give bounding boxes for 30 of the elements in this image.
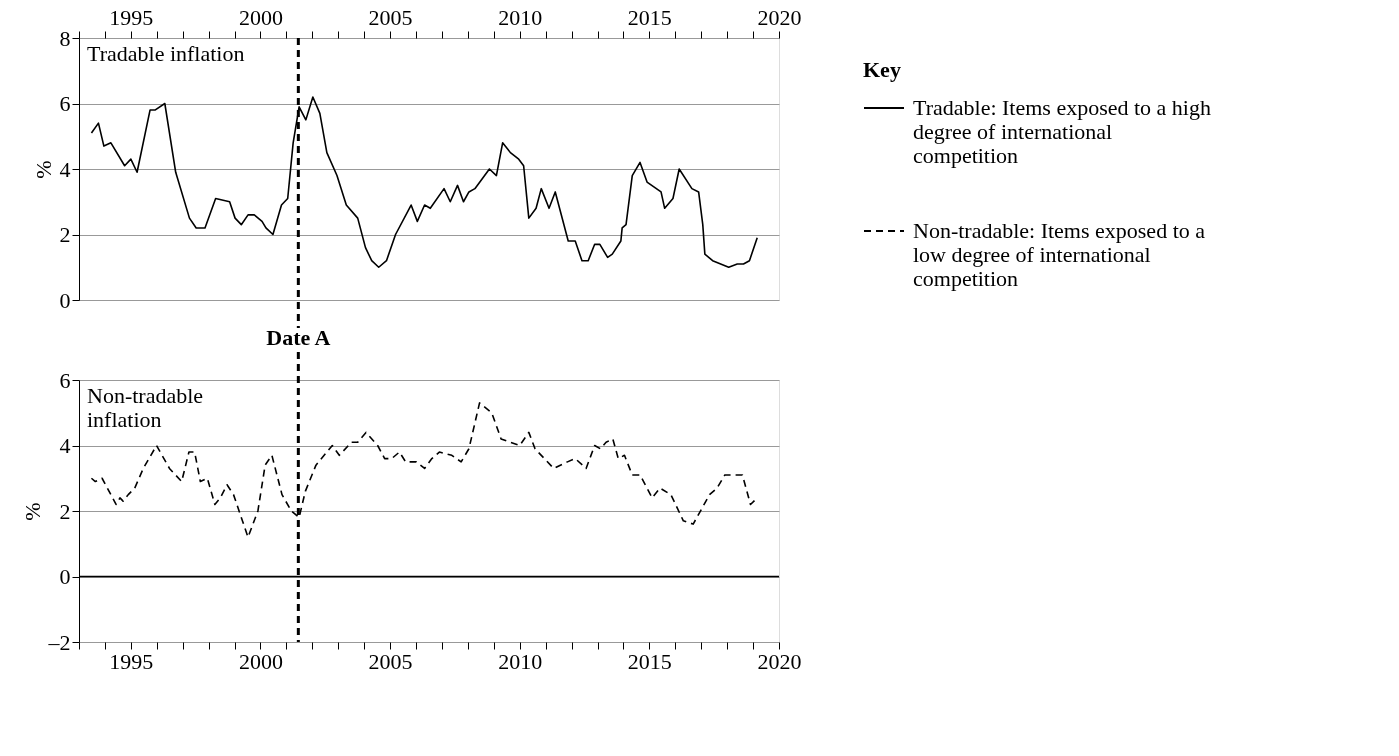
y-tick-label: 4 <box>59 433 71 458</box>
y-tick-label: 0 <box>59 564 71 589</box>
x-tick-label: 2020 <box>757 4 802 30</box>
y-axis-title: % <box>30 160 56 179</box>
annotation: Tradable inflation <box>87 41 245 66</box>
x-tick-label: 2015 <box>627 4 672 30</box>
x-tick-label: 1995 <box>109 4 154 30</box>
x-tick-label: 2010 <box>498 648 543 674</box>
x-tick-label: 2015 <box>627 648 672 674</box>
x-tick-label: 2005 <box>368 4 413 30</box>
x-tick-label: 2000 <box>238 648 283 674</box>
y-tick-label: 2 <box>59 222 71 247</box>
x-tick-label: 2010 <box>498 4 543 30</box>
y-tick-label: 0 <box>59 287 71 313</box>
y-tick-label: 8 <box>59 25 71 51</box>
legend-title: Key <box>863 57 901 82</box>
y-tick-label: 6 <box>59 91 71 116</box>
x-tick-label: 2000 <box>238 4 283 30</box>
y-tick-label: 2 <box>59 498 71 524</box>
x-tick-label: 1995 <box>109 648 154 674</box>
y-tick-label: 4 <box>59 156 71 182</box>
y-tick-label: 6 <box>59 367 71 393</box>
y-axis-title: % <box>19 502 45 521</box>
annotation: Non-tradable inflation <box>87 383 204 432</box>
x-tick-label: 2020 <box>757 648 802 674</box>
y-tick-label: –2 <box>47 629 71 655</box>
x-tick-label: 2005 <box>368 648 413 674</box>
ref-line-label: Date A <box>266 325 331 350</box>
legend-label: Non-tradable: Items exposed to a low degree of international competition <box>913 218 1206 291</box>
legend-label: Tradable: Items exposed to a high degree of international competition <box>913 95 1211 168</box>
